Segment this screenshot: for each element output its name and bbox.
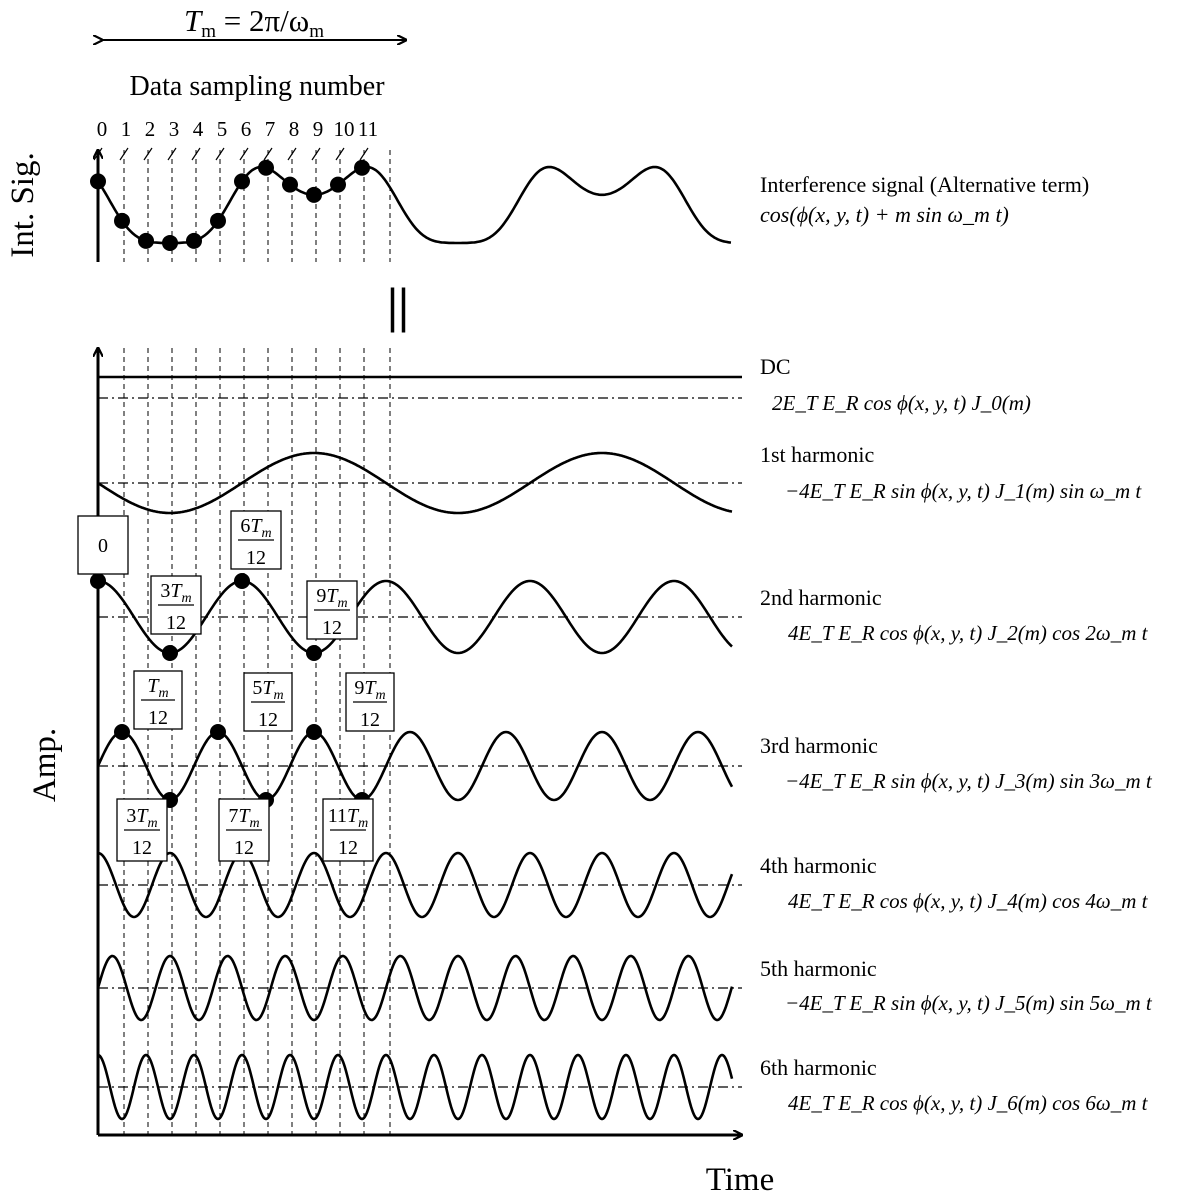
harmonic-name: 2nd harmonic xyxy=(760,585,882,610)
harmonic-name: 3rd harmonic xyxy=(760,733,878,758)
harmonic-2-waveform xyxy=(98,579,733,655)
harmonic-equation: 4E_T E_R cos ϕ(x, y, t) J_2(m) cos 2ω_m … xyxy=(788,621,1149,645)
sampling-label: Data sampling number xyxy=(129,71,385,102)
svg-text:6Tm: 6Tm xyxy=(240,515,271,541)
interference-sample-dot xyxy=(210,212,226,229)
sampling-number-6: 6 xyxy=(241,117,252,141)
harmonic-3-sample-dot xyxy=(114,724,130,740)
interference-sample-dot xyxy=(186,232,202,249)
sampling-number-5: 5 xyxy=(217,117,228,141)
sampling-number-7: 7 xyxy=(265,117,276,141)
waveforms xyxy=(96,165,742,1121)
harmonic-2-sample-dot xyxy=(306,645,322,661)
svg-text:12: 12 xyxy=(246,547,266,569)
interference-sample-dot xyxy=(162,234,178,251)
bottom-axis-label: Amp. xyxy=(27,728,63,802)
harmonic-equation: 4E_T E_R cos ϕ(x, y, t) J_6(m) cos 6ω_m … xyxy=(788,1091,1149,1115)
harmonic-equation: 4E_T E_R cos ϕ(x, y, t) J_4(m) cos 4ω_m … xyxy=(788,889,1149,913)
harmonic-name: 6th harmonic xyxy=(760,1055,877,1080)
sampling-number-0: 0 xyxy=(97,117,108,141)
svg-text:5Tm: 5Tm xyxy=(252,677,283,703)
harmonic-6-waveform xyxy=(97,1053,734,1121)
svg-text:12: 12 xyxy=(234,837,254,859)
harmonic-2-sample-dot xyxy=(234,573,250,589)
interference-sample-dot xyxy=(258,159,274,176)
harmonic-3-sample-dot xyxy=(306,724,322,740)
harmonic-baselines xyxy=(98,397,742,1088)
harmonic-2-sample-box: 0 xyxy=(77,515,129,575)
time-label: Time xyxy=(706,1162,774,1195)
svg-text:3Tm: 3Tm xyxy=(160,580,191,606)
harmonic-equation: −4E_T E_R sin ϕ(x, y, t) J_5(m) sin 5ω_m… xyxy=(785,991,1153,1015)
sampling-number-10: 10 xyxy=(334,117,355,141)
harmonic-name: 5th harmonic xyxy=(760,956,877,981)
svg-text:0: 0 xyxy=(98,535,108,557)
harmonic-labels: DC 2E_T E_R cos ϕ(x, y, t) J_0(m) 1st harm… xyxy=(760,354,1153,1115)
interference-sample-dot xyxy=(234,173,250,190)
sampling-number-3: 3 xyxy=(169,117,180,141)
equals-symbol: || xyxy=(387,277,409,333)
svg-text:12: 12 xyxy=(338,837,358,859)
sampling-number-11: 11 xyxy=(358,117,378,141)
harmonic-4-waveform xyxy=(97,851,734,919)
interference-waveform xyxy=(96,165,732,245)
sampling-number-1: 1 xyxy=(121,117,132,141)
harmonic-equation: 2E_T E_R cos ϕ(x, y, t) J_0(m) xyxy=(772,391,1031,415)
interference-sample-dot xyxy=(282,176,298,193)
harmonic-equation: −4E_T E_R sin ϕ(x, y, t) J_1(m) sin ω_m … xyxy=(785,479,1142,503)
harmonic-equation: −4E_T E_R sin ϕ(x, y, t) J_3(m) sin 3ω_m… xyxy=(785,769,1153,793)
interference-sample-dot xyxy=(138,232,154,249)
sampling-ticks xyxy=(93,147,369,161)
harmonic-name: DC xyxy=(760,354,791,379)
sampling-numbers: 0 1 2 3 4 5 6 7 8 9 10 11 xyxy=(97,117,378,141)
svg-text:12: 12 xyxy=(258,709,278,731)
harmonic-1-waveform xyxy=(97,451,733,515)
harmonic-3-sample-box-bottom: 11Tm 12 xyxy=(322,798,374,862)
interference-sample-dot xyxy=(330,176,346,193)
interference-sample-dot xyxy=(90,173,106,190)
svg-text:7Tm: 7Tm xyxy=(228,805,259,831)
interference-sample-dot xyxy=(114,212,130,229)
harmonic-3-sample-dot xyxy=(210,724,226,740)
period-label: Tm = 2π/ωm xyxy=(184,3,324,42)
harmonic-2-sample-dot xyxy=(162,645,178,661)
sampling-number-8: 8 xyxy=(289,117,300,141)
svg-text:11Tm: 11Tm xyxy=(328,805,369,831)
top-axis-label: Int. Sig. xyxy=(5,152,41,257)
svg-text:12: 12 xyxy=(148,707,168,729)
svg-text:12: 12 xyxy=(322,617,342,639)
svg-text:9Tm: 9Tm xyxy=(354,677,385,703)
interference-sample-dot xyxy=(354,159,370,176)
svg-text:3Tm: 3Tm xyxy=(126,805,157,831)
sampling-number-4: 4 xyxy=(193,117,204,141)
harmonic-3-waveform xyxy=(96,730,734,802)
svg-text:12: 12 xyxy=(132,837,152,859)
sample-points xyxy=(90,159,370,808)
svg-text:12: 12 xyxy=(360,709,380,731)
harmonic-3-sample-box-top: Tm 12 xyxy=(133,670,183,730)
interference-sample-dot xyxy=(306,186,322,203)
sample-time-boxes: 06Tm123Tm129Tm12Tm125Tm129Tm123Tm127Tm12… xyxy=(77,510,395,862)
sampling-gridlines xyxy=(123,150,391,1135)
svg-text:9Tm: 9Tm xyxy=(316,585,347,611)
harmonic-5-waveform xyxy=(96,954,734,1022)
interference-title: Interference signal (Alternative term) xyxy=(760,172,1089,197)
sampling-number-9: 9 xyxy=(313,117,324,141)
harmonic-name: 1st harmonic xyxy=(760,442,874,467)
svg-text:12: 12 xyxy=(166,612,186,634)
interference-equation: cos(ϕ(x, y, t) + m sin ω_m t) xyxy=(760,202,1009,227)
harmonic-name: 4th harmonic xyxy=(760,853,877,878)
sampling-number-2: 2 xyxy=(145,117,156,141)
svg-text:Tm: Tm xyxy=(147,675,168,701)
